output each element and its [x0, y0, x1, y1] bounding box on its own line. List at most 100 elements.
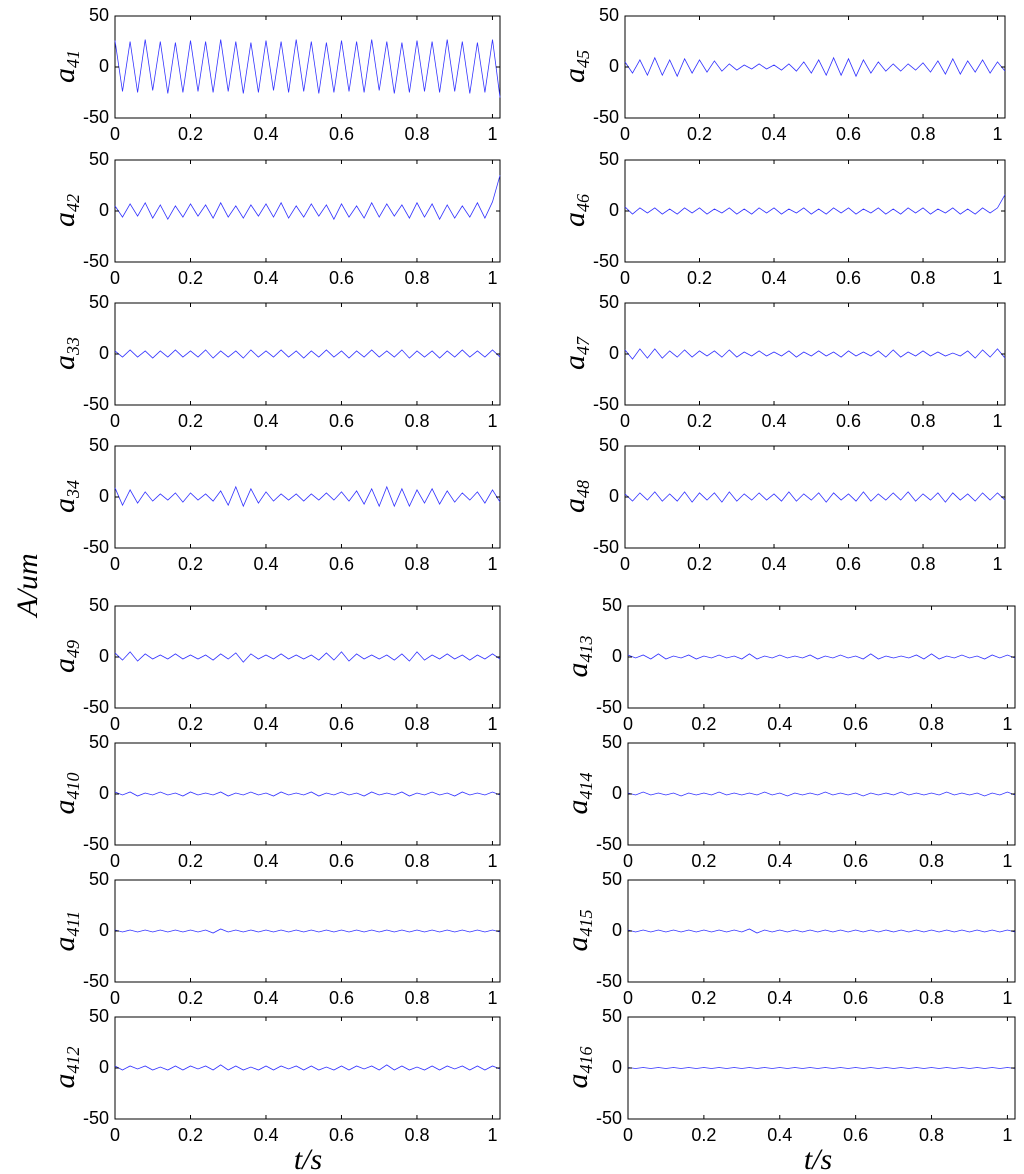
y-tick-label: 0 [99, 1057, 109, 1077]
y-label-subscript: 34 [63, 480, 83, 499]
x-tick-label: 1 [487, 714, 497, 734]
y-label-subscript: 411 [63, 911, 83, 937]
x-tick-label: 0.2 [178, 851, 203, 871]
y-tick-label: 50 [602, 1006, 622, 1026]
x-tick-label: 1 [1002, 851, 1012, 871]
signal-line [114, 791, 501, 797]
y-tick-label: 50 [89, 595, 109, 615]
figure-xlabel: t/s [294, 1143, 322, 1174]
y-tick-label: 50 [89, 869, 109, 889]
y-tick-label: 50 [599, 149, 619, 169]
x-tick-label: 0.6 [843, 1125, 868, 1145]
y-tick-label: -50 [83, 971, 109, 991]
y-label: a49 [48, 640, 83, 673]
x-tick-label: 1 [993, 411, 1003, 431]
y-tick-label: -50 [596, 697, 622, 717]
y-tick-label: 0 [99, 783, 109, 803]
y-label-subscript: 33 [63, 337, 83, 356]
y-label-main: a [48, 498, 81, 513]
x-tick-label: 0.4 [253, 851, 278, 871]
y-tick-label: 50 [602, 595, 622, 615]
signal-line [624, 56, 1006, 78]
signal-line [624, 491, 1006, 503]
y-tick-label: 50 [89, 149, 109, 169]
x-tick-label: 0 [110, 124, 120, 144]
x-tick-label: 0.8 [919, 851, 944, 871]
x-tick-label: 0.8 [404, 988, 429, 1008]
x-tick-label: 0.2 [687, 268, 712, 288]
x-tick-label: 0.2 [691, 1125, 716, 1145]
x-tick-label: 0.6 [836, 411, 861, 431]
x-tick-label: 0.6 [329, 851, 354, 871]
x-tick-label: 0.2 [691, 988, 716, 1008]
signal-line [624, 194, 1006, 215]
y-tick-label: 0 [99, 646, 109, 666]
x-tick-label: 1 [993, 268, 1003, 288]
x-tick-label: 1 [487, 124, 497, 144]
x-tick-label: 0 [110, 1125, 120, 1145]
y-tick-label: 0 [612, 783, 622, 803]
y-tick-label: 50 [599, 5, 619, 25]
x-tick-label: 0.4 [762, 124, 787, 144]
x-tick-label: 0 [620, 268, 630, 288]
x-tick-label: 1 [487, 554, 497, 574]
y-tick-label: 0 [609, 56, 619, 76]
y-label-subscript: 416 [576, 1047, 596, 1074]
x-tick-label: 0.2 [178, 714, 203, 734]
y-tick-label: 0 [609, 486, 619, 506]
y-tick-label: 0 [99, 200, 109, 220]
y-label-subscript: 412 [63, 1047, 83, 1074]
x-tick-label: 0.6 [329, 1125, 354, 1145]
y-label: a47 [558, 336, 593, 370]
y-tick-label: -50 [593, 107, 619, 127]
y-tick-label: 0 [99, 486, 109, 506]
y-label-main: a [558, 68, 591, 83]
x-tick-label: 0.4 [762, 554, 787, 574]
signal-line [627, 1067, 1016, 1069]
y-tick-label: 50 [599, 292, 619, 312]
y-tick-label: -50 [593, 251, 619, 271]
signal-line [114, 175, 501, 221]
x-tick-label: 0 [620, 411, 630, 431]
x-tick-label: 1 [487, 851, 497, 871]
x-tick-label: 0.2 [178, 268, 203, 288]
y-label-main: a [558, 355, 591, 370]
y-label-subscript: 47 [573, 336, 593, 355]
y-label-main: a [48, 937, 81, 952]
x-tick-label: 0 [110, 411, 120, 431]
y-tick-label: 50 [89, 5, 109, 25]
x-tick-label: 0.8 [404, 268, 429, 288]
y-label-main: a [48, 355, 81, 370]
x-tick-label: 0.4 [253, 714, 278, 734]
x-tick-label: 0.2 [178, 124, 203, 144]
y-label-main: a [48, 658, 81, 673]
x-tick-label: 0.2 [687, 124, 712, 144]
x-tick-label: 0.4 [767, 1125, 792, 1145]
x-tick-label: 0 [110, 714, 120, 734]
x-tick-label: 0.6 [843, 714, 868, 734]
y-label-subscript: 46 [573, 194, 593, 212]
y-tick-label: -50 [83, 394, 109, 414]
y-tick-label: 50 [89, 435, 109, 455]
x-tick-label: 0 [623, 714, 633, 734]
signal-line [627, 791, 1016, 797]
y-label-subscript: 41 [63, 50, 83, 68]
x-tick-label: 1 [993, 554, 1003, 574]
x-tick-label: 0.8 [911, 411, 936, 431]
signal-line [114, 1064, 501, 1071]
y-tick-label: 50 [602, 732, 622, 752]
x-tick-label: 0.8 [404, 411, 429, 431]
y-label-subscript: 410 [63, 773, 83, 800]
